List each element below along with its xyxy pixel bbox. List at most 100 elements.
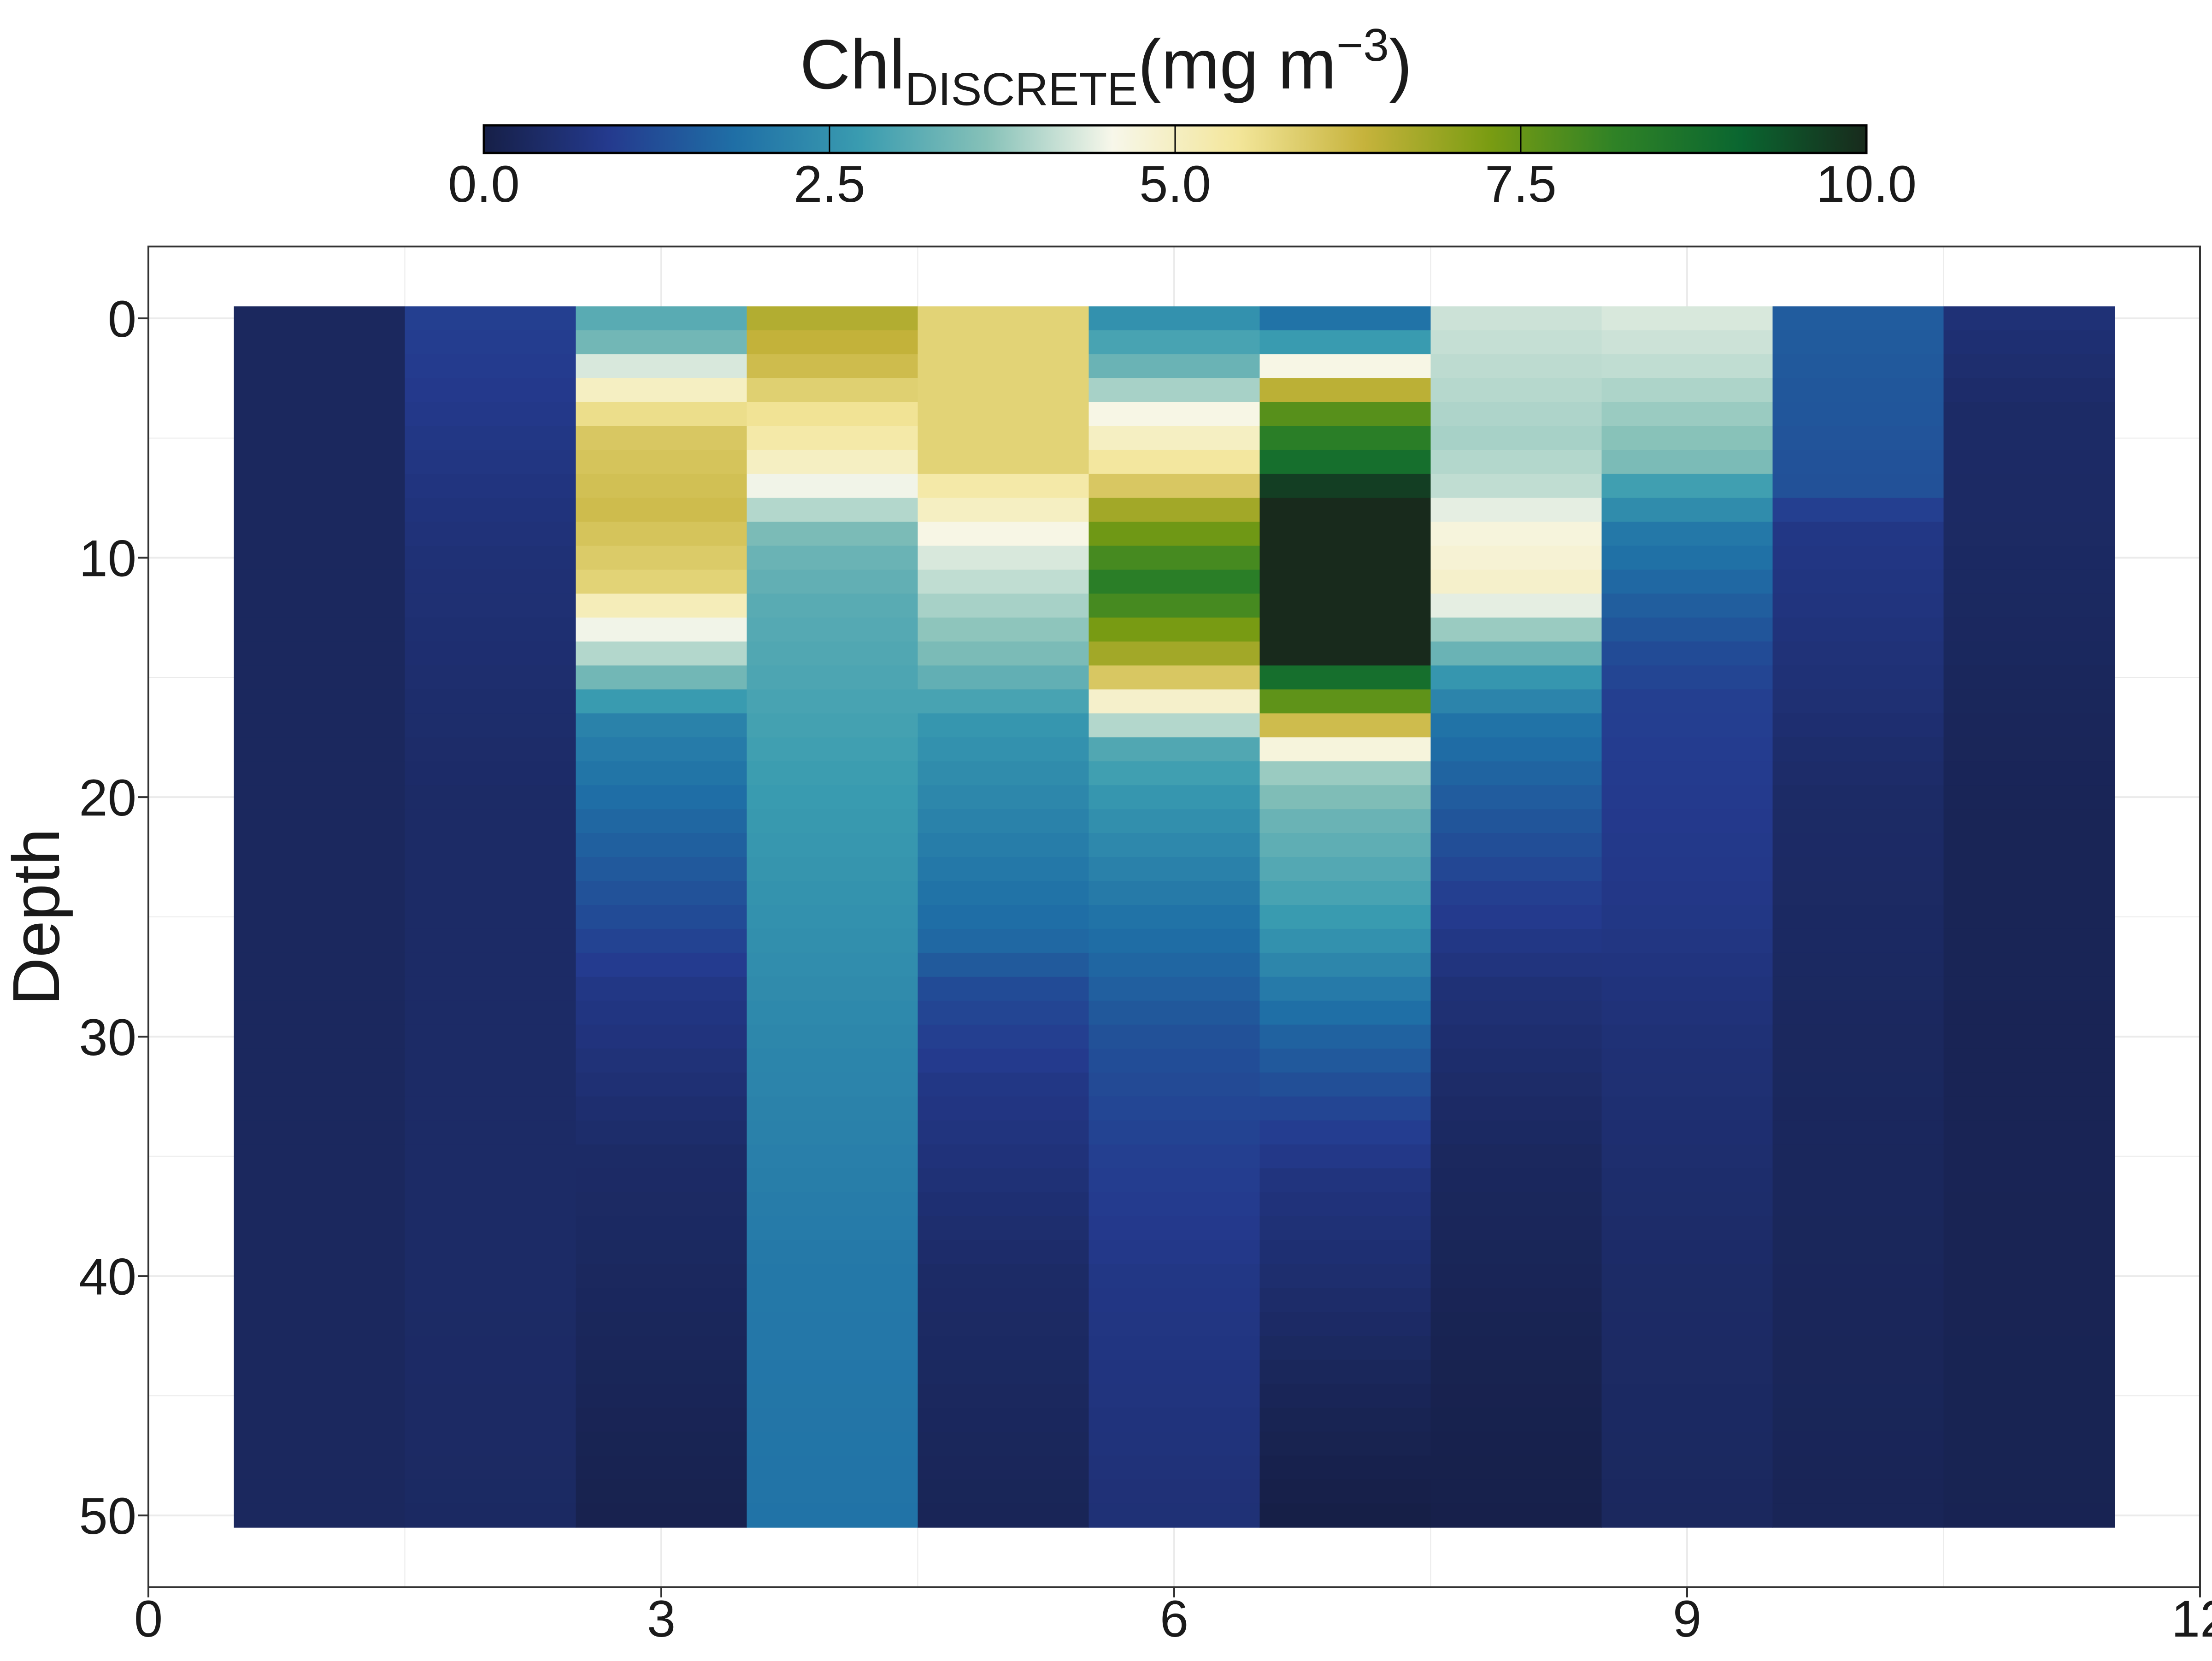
heatmap-cell xyxy=(1430,1336,1602,1360)
heatmap-cell xyxy=(1601,1216,1773,1241)
heatmap-cell xyxy=(1772,617,1944,642)
heatmap-cell xyxy=(1601,1312,1773,1336)
heatmap-cell xyxy=(1259,617,1431,642)
heatmap-cell xyxy=(576,1312,747,1336)
heatmap-cell xyxy=(1601,522,1773,546)
heatmap-cell xyxy=(918,402,1089,427)
heatmap-cell xyxy=(1943,881,2115,905)
heatmap-cell xyxy=(234,928,406,953)
heatmap-cell xyxy=(1601,857,1773,881)
heatmap-cell xyxy=(918,785,1089,810)
heatmap-cell xyxy=(576,426,747,451)
heatmap-cell xyxy=(1430,450,1602,475)
heatmap-cell xyxy=(1772,857,1944,881)
heatmap-cell xyxy=(405,1048,577,1073)
heatmap-cell xyxy=(576,1432,747,1456)
heatmap-cell xyxy=(1088,522,1260,546)
heatmap-cell xyxy=(1943,1384,2115,1408)
heatmap-cell xyxy=(1430,1288,1602,1313)
heatmap-cell xyxy=(1772,952,1944,977)
x-tick-label: 9 xyxy=(1673,1590,1701,1648)
heatmap-cell xyxy=(405,1432,577,1456)
heatmap-cell xyxy=(1772,641,1944,666)
heatmap-cell xyxy=(576,306,747,331)
x-tick-label: 0 xyxy=(134,1590,163,1648)
heatmap-cell xyxy=(1088,1168,1260,1193)
heatmap-cell xyxy=(918,1048,1089,1073)
heatmap-cell xyxy=(576,1479,747,1504)
heatmap-cell xyxy=(747,498,918,522)
heatmap-cell xyxy=(918,1024,1089,1049)
heatmap-cell xyxy=(747,1048,918,1073)
heatmap-cell xyxy=(1088,1240,1260,1265)
heatmap-cell xyxy=(1088,1264,1260,1289)
heatmap-cell xyxy=(234,1408,406,1432)
heatmap-cell xyxy=(1088,1360,1260,1384)
heatmap-cell xyxy=(1430,378,1602,403)
heatmap-cell xyxy=(1088,330,1260,355)
heatmap-cell xyxy=(576,785,747,810)
heatmap-cell xyxy=(1943,402,2115,427)
heatmap-cell xyxy=(747,378,918,403)
heatmap-cell xyxy=(747,1336,918,1360)
heatmap-cell xyxy=(234,1120,406,1145)
heatmap-cell xyxy=(1430,1240,1602,1265)
heatmap-cell xyxy=(405,1384,577,1408)
heatmap-cell xyxy=(1772,474,1944,499)
heatmap-cell xyxy=(1259,1503,1431,1528)
heatmap-cell xyxy=(1772,1144,1944,1169)
heatmap-cell xyxy=(1259,952,1431,977)
heatmap-cell xyxy=(1601,1456,1773,1480)
heatmap-cell xyxy=(918,641,1089,666)
heatmap-cell xyxy=(1259,546,1431,570)
heatmap-cell xyxy=(1943,1024,2115,1049)
heatmap-cell xyxy=(1601,354,1773,379)
heatmap-cell xyxy=(405,952,577,977)
heatmap-cell xyxy=(1943,1240,2115,1265)
heatmap-cell xyxy=(1259,809,1431,833)
heatmap-cell xyxy=(918,450,1089,475)
heatmap-cell xyxy=(234,450,406,475)
heatmap-cell xyxy=(1430,593,1602,618)
heatmap-cell xyxy=(1772,881,1944,905)
heatmap-cell xyxy=(1088,1096,1260,1121)
colorbar-tick-label: 2.5 xyxy=(794,155,865,213)
heatmap-cell xyxy=(1088,569,1260,594)
heatmap-cell xyxy=(234,1456,406,1480)
heatmap-cell xyxy=(1943,1000,2115,1025)
heatmap-cell xyxy=(234,474,406,499)
heatmap-cell xyxy=(1943,546,2115,570)
heatmap-cell xyxy=(1259,1312,1431,1336)
heatmap-cell xyxy=(1943,1072,2115,1097)
heatmap-cell xyxy=(1601,546,1773,570)
heatmap-cell xyxy=(747,761,918,786)
colorbar-tick-label: 7.5 xyxy=(1485,155,1557,213)
heatmap-cell xyxy=(576,474,747,499)
heatmap-cell xyxy=(405,498,577,522)
heatmap-cell xyxy=(747,1000,918,1025)
heatmap-cell xyxy=(747,1144,918,1169)
heatmap-cell xyxy=(918,809,1089,833)
heatmap-cell xyxy=(918,1192,1089,1217)
heatmap-cell xyxy=(1088,1288,1260,1313)
heatmap-cell xyxy=(747,1503,918,1528)
heatmap-cell xyxy=(1259,1432,1431,1456)
heatmap-cell xyxy=(747,617,918,642)
heatmap-cell xyxy=(747,306,918,331)
heatmap-cell xyxy=(747,450,918,475)
heatmap-cell xyxy=(1430,761,1602,786)
heatmap-cell xyxy=(1601,402,1773,427)
heatmap-cell xyxy=(1088,905,1260,929)
heatmap-cell xyxy=(1772,546,1944,570)
heatmap-cell xyxy=(234,1216,406,1241)
heatmap-cell xyxy=(1430,928,1602,953)
heatmap-cell xyxy=(405,1072,577,1097)
heatmap-cell xyxy=(918,1312,1089,1336)
heatmap-cell xyxy=(576,1360,747,1384)
heatmap-cell xyxy=(1943,1312,2115,1336)
heatmap-cell xyxy=(1943,905,2115,929)
heatmap-cell xyxy=(1430,665,1602,690)
heatmap-cell xyxy=(405,1024,577,1049)
heatmap-cell xyxy=(1772,1024,1944,1049)
heatmap-cell xyxy=(1259,976,1431,1001)
